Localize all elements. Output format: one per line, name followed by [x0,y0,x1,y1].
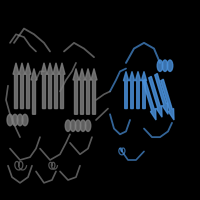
Ellipse shape [162,60,168,71]
Ellipse shape [12,114,18,126]
FancyArrow shape [85,69,91,114]
Ellipse shape [75,120,81,131]
FancyArrow shape [31,69,37,114]
FancyArrow shape [41,63,47,109]
FancyArrow shape [143,79,156,120]
Ellipse shape [17,114,23,126]
FancyArrow shape [161,79,174,120]
Ellipse shape [85,120,91,131]
FancyArrow shape [135,71,141,109]
Ellipse shape [167,60,173,71]
Ellipse shape [70,120,76,131]
Ellipse shape [80,120,86,131]
FancyArrow shape [141,71,147,109]
FancyArrow shape [13,63,19,109]
FancyArrow shape [73,69,79,114]
FancyArrow shape [155,73,168,114]
Ellipse shape [22,114,28,126]
FancyArrow shape [91,69,97,114]
FancyArrow shape [79,69,85,114]
FancyArrow shape [149,76,162,117]
FancyArrow shape [19,63,25,109]
FancyArrow shape [123,71,129,109]
FancyArrow shape [53,63,59,109]
FancyArrow shape [47,63,53,109]
FancyArrow shape [25,63,31,109]
FancyArrow shape [59,63,65,109]
FancyArrow shape [129,71,135,109]
Ellipse shape [157,60,163,71]
Ellipse shape [65,120,71,131]
Ellipse shape [7,114,13,126]
